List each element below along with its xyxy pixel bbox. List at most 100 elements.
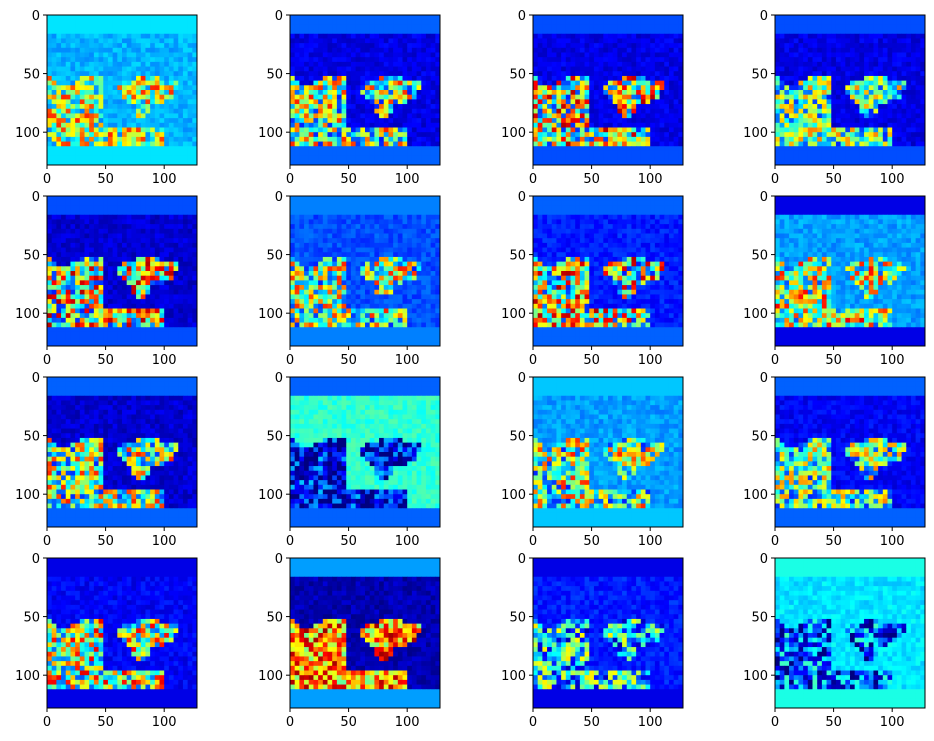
y-tick-label: 50: [23, 68, 40, 83]
x-tick-label: 0: [43, 172, 51, 187]
y-tick-label: 50: [266, 249, 283, 264]
y-tick-label: 0: [518, 371, 526, 386]
x-tick-label: 100: [638, 172, 663, 187]
x-tick-label: 50: [340, 534, 357, 549]
y-tick-label: 0: [518, 9, 526, 24]
y-tick-label: 50: [23, 249, 40, 264]
x-tick-label: 0: [529, 353, 537, 368]
y-tick-label: 0: [275, 371, 283, 386]
x-tick-label: 0: [771, 353, 779, 368]
y-tick-label: 100: [501, 307, 526, 322]
x-tick-label: 0: [286, 715, 294, 730]
x-tick-label: 0: [286, 172, 294, 187]
y-tick-label: 100: [501, 126, 526, 141]
feature-map-panel-12: [775, 377, 925, 527]
y-tick-label: 0: [760, 9, 768, 24]
x-tick-label: 50: [825, 172, 842, 187]
x-tick-label: 50: [340, 715, 357, 730]
x-tick-label: 100: [395, 353, 420, 368]
feature-map-panel-5: [47, 196, 197, 346]
x-tick-label: 100: [638, 353, 663, 368]
y-tick-label: 100: [743, 488, 768, 503]
x-tick-label: 0: [43, 715, 51, 730]
x-tick-label: 50: [583, 172, 600, 187]
x-tick-label: 50: [97, 715, 114, 730]
y-tick-label: 0: [32, 371, 40, 386]
y-tick-label: 0: [518, 552, 526, 567]
y-tick-label: 0: [32, 190, 40, 205]
x-tick-label: 100: [395, 172, 420, 187]
y-tick-label: 100: [258, 307, 283, 322]
x-tick-label: 100: [152, 172, 177, 187]
x-tick-label: 100: [880, 715, 905, 730]
y-tick-label: 50: [751, 611, 768, 626]
feature-map-panel-4: [775, 15, 925, 165]
x-tick-label: 50: [583, 534, 600, 549]
y-tick-label: 100: [258, 126, 283, 141]
feature-map-panel-11: [533, 377, 683, 527]
y-tick-label: 0: [760, 371, 768, 386]
feature-map-panel-7: [533, 196, 683, 346]
feature-map-panel-3: [533, 15, 683, 165]
x-tick-label: 100: [638, 534, 663, 549]
y-tick-label: 0: [760, 190, 768, 205]
x-tick-label: 0: [286, 534, 294, 549]
x-tick-label: 100: [152, 715, 177, 730]
y-tick-label: 0: [275, 190, 283, 205]
y-tick-label: 50: [751, 430, 768, 445]
y-tick-label: 50: [266, 430, 283, 445]
x-tick-label: 0: [529, 172, 537, 187]
y-tick-label: 0: [32, 9, 40, 24]
x-tick-label: 100: [638, 715, 663, 730]
y-tick-label: 100: [743, 669, 768, 684]
y-tick-label: 0: [275, 552, 283, 567]
x-tick-label: 100: [880, 534, 905, 549]
y-tick-label: 50: [23, 430, 40, 445]
y-tick-label: 0: [760, 552, 768, 567]
x-tick-label: 0: [771, 172, 779, 187]
feature-map-panel-6: [290, 196, 440, 346]
x-tick-label: 50: [825, 534, 842, 549]
x-tick-label: 100: [152, 534, 177, 549]
y-tick-label: 100: [15, 307, 40, 322]
feature-map-panel-13: [47, 558, 197, 708]
x-tick-label: 0: [771, 534, 779, 549]
y-tick-label: 100: [258, 488, 283, 503]
x-tick-label: 50: [583, 353, 600, 368]
x-tick-label: 0: [771, 715, 779, 730]
x-tick-label: 50: [825, 353, 842, 368]
y-tick-label: 100: [743, 307, 768, 322]
x-tick-label: 50: [97, 353, 114, 368]
x-tick-label: 100: [395, 534, 420, 549]
y-tick-label: 50: [751, 68, 768, 83]
y-tick-label: 100: [15, 669, 40, 684]
y-tick-label: 100: [258, 669, 283, 684]
x-tick-label: 50: [340, 353, 357, 368]
y-tick-label: 100: [501, 669, 526, 684]
y-tick-label: 0: [518, 190, 526, 205]
x-tick-label: 50: [340, 172, 357, 187]
y-tick-label: 0: [32, 552, 40, 567]
x-tick-label: 0: [43, 534, 51, 549]
y-tick-label: 50: [266, 68, 283, 83]
x-tick-label: 0: [286, 353, 294, 368]
feature-map-panel-10: [290, 377, 440, 527]
y-tick-label: 100: [501, 488, 526, 503]
y-tick-label: 50: [509, 611, 526, 626]
x-tick-label: 100: [152, 353, 177, 368]
x-tick-label: 100: [880, 353, 905, 368]
feature-map-panel-9: [47, 377, 197, 527]
feature-map-panel-15: [533, 558, 683, 708]
y-tick-label: 100: [15, 488, 40, 503]
y-tick-label: 50: [266, 611, 283, 626]
y-tick-label: 50: [751, 249, 768, 264]
x-tick-label: 50: [583, 715, 600, 730]
feature-map-panel-14: [290, 558, 440, 708]
x-tick-label: 0: [43, 353, 51, 368]
x-tick-label: 50: [825, 715, 842, 730]
x-tick-label: 0: [529, 534, 537, 549]
y-tick-label: 50: [23, 611, 40, 626]
feature-map-panel-2: [290, 15, 440, 165]
y-tick-label: 50: [509, 68, 526, 83]
